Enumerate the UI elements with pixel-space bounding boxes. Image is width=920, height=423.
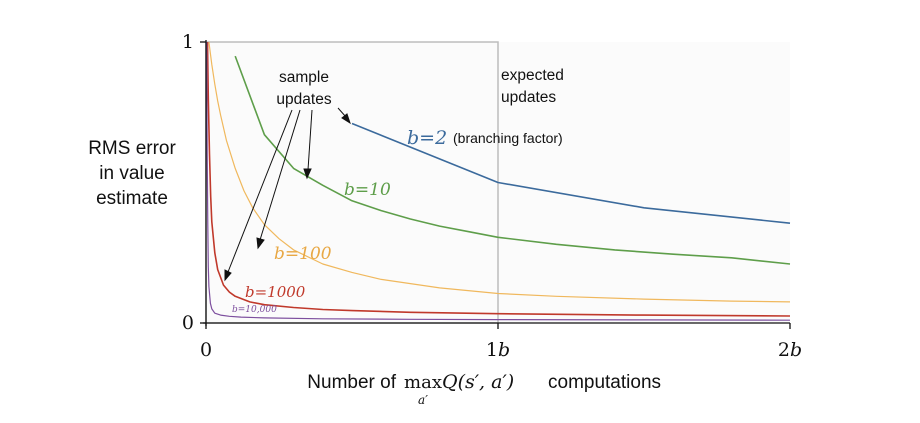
x-tick-label-0: 0 [200,339,212,361]
x-label-prefix: Number of [307,372,396,393]
x-label-suffix: computations [548,372,661,393]
y-tick-label-0: 0 [182,312,194,334]
series-line-b1000 [206,41,791,317]
x-label-max-sub: a′ [418,393,428,407]
y-label-line-2: in value [99,163,165,184]
sample-updates-line-1: sample [279,69,329,86]
arrow-head-to-b2 [341,113,351,125]
arrow-to-b10 [307,109,313,171]
expected-updates-line-2: updates [501,89,556,106]
label-b100: b=100 [274,244,332,264]
tick-layer: 0 1b 2b 0 1 [182,31,802,361]
series-line-b100 [208,41,791,303]
label-branching-factor: (branching factor) [453,130,563,146]
y-label-line-1: RMS error [88,138,176,159]
label-b10000: b=10,000 [232,305,277,315]
x-tick-label-2: 2b [778,339,802,361]
label-b1000: b=1000 [245,283,306,301]
y-label-line-3: estimate [96,188,168,209]
x-label-max: max [404,372,442,393]
x-label-function: Q(s′, a′) [442,371,514,393]
sample-update-arrows [224,107,351,282]
arrow-to-b1000 [227,109,293,273]
expected-updates-line-1: expected [501,67,564,84]
series-layer [206,41,791,321]
arrow-head-to-b10 [303,168,312,180]
arrow-to-b100 [259,109,301,241]
label-b2: b=2 [407,127,447,149]
y-tick-label-1: 1 [182,31,194,53]
series-line-b10000 [206,41,791,321]
arrow-head-to-b1000 [224,269,232,282]
label-b10: b=10 [344,180,391,200]
series-line-b10 [234,55,791,265]
series-line-b2 [351,122,791,224]
x-tick-label-1: 1b [486,339,510,361]
arrow-head-to-b100 [256,237,265,250]
sample-updates-line-2: updates [276,91,331,108]
